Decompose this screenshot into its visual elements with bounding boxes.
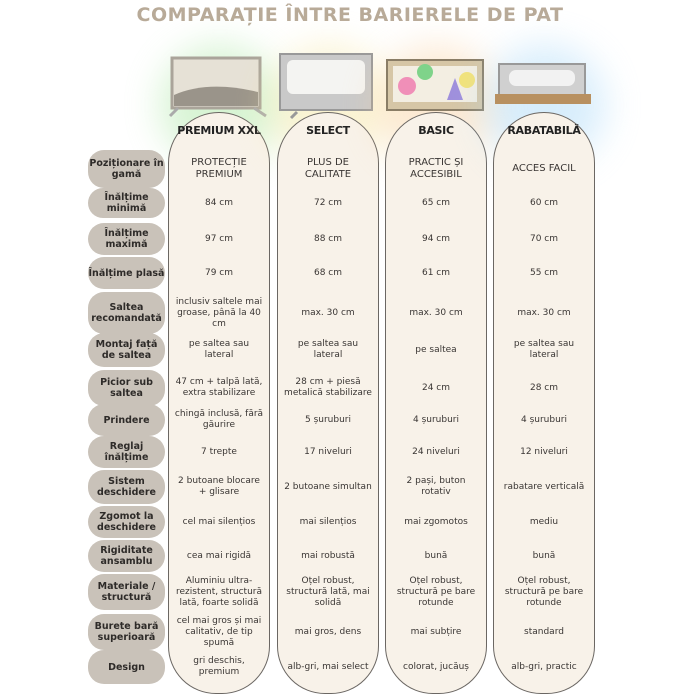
- product-image: [277, 50, 377, 124]
- table-cell: alb-gri, practic: [511, 661, 577, 672]
- row-label: Montaj față de saltea: [88, 333, 165, 367]
- product-image: [493, 50, 593, 124]
- row-label: Materiale / structură: [88, 574, 165, 610]
- row-label: Design: [88, 650, 165, 684]
- table-cell: bună: [424, 550, 448, 561]
- table-cell: 72 cm: [313, 197, 343, 208]
- table-cell: pe saltea sau lateral: [513, 339, 575, 360]
- table-cell: 24 niveluri: [412, 446, 460, 457]
- row-label: Prindere: [88, 404, 165, 436]
- table-cell: 47 cm + talpă lată, extra stabilizare: [175, 377, 263, 398]
- table-cell: PLUS DE CALITATE: [304, 157, 352, 180]
- product-column: [168, 112, 270, 694]
- table-cell: 61 cm: [421, 267, 451, 278]
- table-cell: 94 cm: [421, 233, 451, 244]
- row-label: Înălțime minimă: [88, 188, 165, 218]
- table-cell: cel mai silențios: [182, 516, 256, 527]
- table-cell: 5 șuruburi: [304, 414, 351, 425]
- table-cell: Aluminiu ultra-rezistent, structură lată…: [176, 575, 262, 608]
- table-cell: 2 pași, buton rotativ: [406, 476, 466, 497]
- table-cell: max. 30 cm: [301, 307, 355, 318]
- table-cell: 28 cm + piesă metalică stabilizare: [284, 377, 372, 398]
- product-image: [168, 50, 268, 124]
- table-cell: PRACTIC ȘI ACCESIBIL: [408, 157, 464, 180]
- table-cell: 4 șuruburi: [412, 414, 459, 425]
- table-cell: 4 șuruburi: [520, 414, 567, 425]
- product-column: [277, 112, 379, 694]
- row-label: Sistem deschidere: [88, 470, 165, 504]
- table-cell: PROTECȚIE PREMIUM: [191, 157, 247, 180]
- table-cell: mai robustă: [301, 550, 355, 561]
- table-cell: 60 cm: [529, 197, 559, 208]
- table-cell: Oțel robust, structură pe bare rotunde: [504, 575, 584, 608]
- table-cell: inclusiv saltele mai groase, până la 40 …: [175, 296, 263, 329]
- table-cell: gri deschis, premium: [193, 656, 245, 677]
- product-column: [385, 112, 487, 694]
- table-cell: mai gros, dens: [294, 626, 362, 637]
- table-cell: 24 cm: [421, 382, 451, 393]
- table-cell: alb-gri, mai select: [287, 661, 369, 672]
- table-cell: mai subțire: [410, 626, 462, 637]
- table-cell: max. 30 cm: [409, 307, 463, 318]
- table-cell: 12 niveluri: [520, 446, 568, 457]
- table-cell: mediu: [529, 516, 559, 527]
- product-name: PREMIUM XXL: [177, 124, 261, 137]
- product-name: BASIC: [418, 124, 454, 137]
- table-cell: 84 cm: [204, 197, 234, 208]
- table-cell: Oțel robust, structură lată, mai solidă: [286, 575, 370, 608]
- table-cell: 17 niveluri: [304, 446, 352, 457]
- table-cell: cel mai gros și mai calitativ, de tip sp…: [176, 615, 262, 648]
- product-name: SELECT: [306, 124, 350, 137]
- table-cell: bună: [532, 550, 556, 561]
- product-column: [493, 112, 595, 694]
- row-label: Reglaj înălțime: [88, 436, 165, 468]
- table-cell: Oțel robust, structură pe bare rotunde: [396, 575, 476, 608]
- row-label: Saltea recomandată: [88, 292, 165, 334]
- table-cell: 2 butoane blocare + glisare: [178, 476, 260, 497]
- table-cell: max. 30 cm: [517, 307, 571, 318]
- row-label: Înălțime maximă: [88, 223, 165, 255]
- table-cell: cea mai rigidă: [186, 550, 252, 561]
- table-cell: pe saltea sau lateral: [297, 339, 359, 360]
- table-cell: pe saltea: [415, 344, 457, 355]
- table-cell: pe saltea sau lateral: [188, 339, 250, 360]
- table-cell: 55 cm: [529, 267, 559, 278]
- table-cell: ACCES FACIL: [512, 163, 576, 174]
- product-image: [385, 50, 485, 124]
- table-cell: 88 cm: [313, 233, 343, 244]
- table-cell: standard: [524, 626, 564, 637]
- table-cell: mai zgomotos: [404, 516, 468, 527]
- row-label: Înălțime plasă: [88, 257, 165, 289]
- table-cell: 79 cm: [204, 267, 234, 278]
- row-label: Poziționare în gamă: [88, 150, 165, 188]
- table-cell: chingă inclusă, fără găurire: [174, 409, 264, 430]
- row-label: Picior sub saltea: [88, 370, 165, 406]
- table-cell: 2 butoane simultan: [284, 481, 372, 492]
- table-cell: 7 trepte: [201, 446, 237, 457]
- table-cell: 28 cm: [529, 382, 559, 393]
- product-name: RABATABILĂ: [507, 124, 581, 137]
- table-cell: mai silențios: [299, 516, 357, 527]
- page-title: COMPARAȚIE ÎNTRE BARIERELE DE PAT: [136, 4, 564, 26]
- table-cell: 97 cm: [204, 233, 234, 244]
- table-cell: 65 cm: [421, 197, 451, 208]
- table-cell: colorat, jucăuș: [403, 661, 469, 672]
- table-cell: 70 cm: [529, 233, 559, 244]
- row-label: Burete bară superioară: [88, 614, 165, 650]
- row-label: Rigiditate ansamblu: [88, 540, 165, 572]
- table-cell: rabatare verticală: [503, 481, 585, 492]
- table-cell: 68 cm: [313, 267, 343, 278]
- row-label: Zgomot la deschidere: [88, 506, 165, 538]
